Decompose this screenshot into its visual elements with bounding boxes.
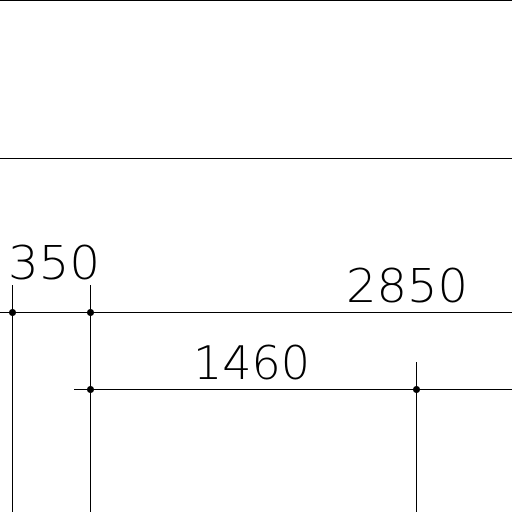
terminator-dot-right-lower <box>413 386 420 393</box>
terminator-dot-middle-upper <box>87 309 94 316</box>
terminator-dot-middle-lower <box>87 386 94 393</box>
terminator-dot-left-upper <box>9 309 16 316</box>
dimension-label-2850: 2850 <box>346 259 468 313</box>
dimension-label-1460: 1460 <box>193 336 310 390</box>
dimension-label-350: 350 <box>8 236 100 290</box>
